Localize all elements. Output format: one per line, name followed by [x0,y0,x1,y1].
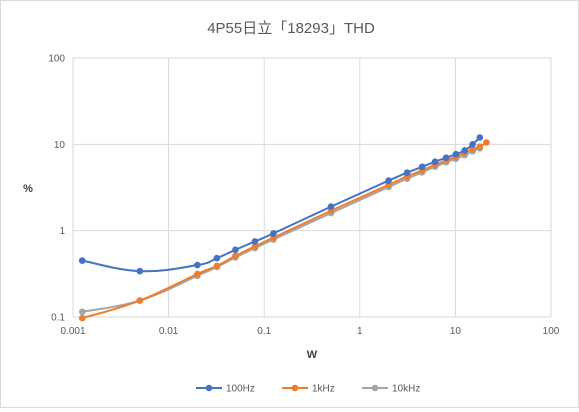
data-point [232,246,239,254]
data-point [385,177,392,184]
data-point [476,134,484,141]
legend-swatch-marker [205,384,213,392]
data-point [452,150,460,158]
x-tick-label: 1 [357,326,363,337]
legend-item: 1kHz [282,384,335,395]
y-tick-label: 1 [59,226,65,237]
grid-lines [72,57,552,318]
tick-labels: 0.001 0.01 0.1 1 10 100 0.1 1 10 100 [48,54,559,338]
legend-item: 10kHz [362,384,420,395]
data-point [251,238,259,245]
chart-title: 4P55日立「18293」THD [207,20,375,37]
legend-label: 1kHz [312,384,335,395]
y-axis-title: % [23,183,33,195]
legend-label: 100Hz [226,384,255,395]
legend-label: 10kHz [392,384,420,395]
legend-swatch-marker [371,384,379,392]
y-tick-label: 10 [54,140,66,151]
x-tick-label: 0.01 [159,326,179,337]
series-100Hz [78,134,484,275]
legend-item: 100Hz [196,384,255,395]
x-tick-label: 10 [450,326,462,337]
legend: 100Hz 1kHz 10kHz [196,384,420,395]
data-point [213,262,221,270]
data-point [136,297,144,304]
data-point [403,169,411,176]
data-point [270,230,277,237]
legend-swatch-marker [291,384,299,392]
series-line [82,136,481,273]
data-point [194,270,201,278]
data-point [232,252,239,260]
data-point [483,139,490,146]
y-tick-label: 0.1 [51,313,65,324]
data-point [469,141,476,148]
data-point [418,163,426,171]
x-tick-label: 0.1 [257,326,271,337]
x-tick-label: 0.001 [60,326,85,337]
data-point [461,147,468,154]
data-point [194,261,201,269]
series-group [78,134,490,322]
data-point [442,154,450,162]
data-point [327,203,335,210]
data-point [431,158,439,165]
data-point [469,145,476,153]
data-point [78,314,86,322]
data-point [78,308,86,316]
data-point [78,257,86,264]
y-tick-label: 100 [48,54,65,65]
x-axis-title: W [307,349,318,361]
data-point [476,143,484,150]
data-point [213,254,221,262]
x-tick-label: 100 [543,326,560,337]
data-point [136,267,144,275]
data-point [251,242,259,250]
